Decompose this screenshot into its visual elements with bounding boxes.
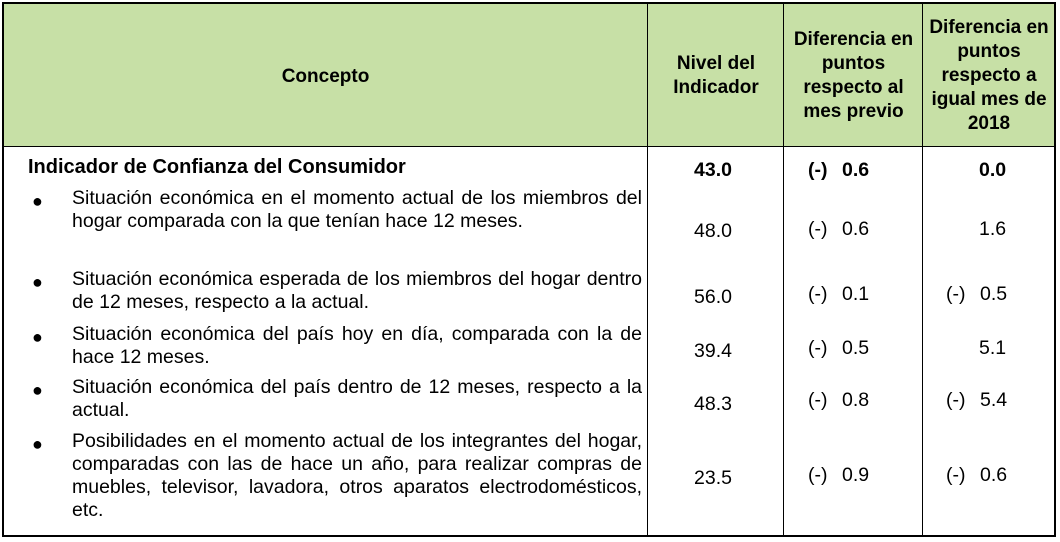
main-anual: 0.0	[979, 159, 1007, 181]
item-nivel: 48.0	[694, 220, 732, 242]
header-nivel: Nivel del Indicador	[673, 52, 759, 98]
header-dif-previo: Diferencia en puntos respecto al mes pre…	[793, 28, 914, 122]
main-indicator-label: Indicador de Confianza del Consumidor	[28, 156, 406, 178]
list-item: Situación económica del país hoy en día,…	[72, 323, 642, 368]
item-previo: (-) 0.5	[808, 337, 870, 359]
item-previo: (-) 0.6	[808, 218, 870, 240]
list-item: Situación económica esperada de los miem…	[72, 268, 642, 313]
item-previo: (-) 0.1	[808, 283, 870, 305]
header-concepto: Concepto	[281, 65, 370, 87]
item-anual: (-) 0.6	[946, 464, 1008, 486]
item-nivel: 39.4	[694, 340, 732, 362]
column-divider	[647, 4, 648, 535]
item-anual: (-) 0.5	[946, 283, 1008, 305]
list-item: Situación económica del país dentro de 1…	[72, 376, 642, 421]
table-header: Concepto Nivel del Indicador Diferencia …	[4, 4, 1054, 147]
item-nivel: 23.5	[694, 467, 732, 489]
item-anual: 5.1	[979, 337, 1007, 359]
header-dif-2018: Diferencia en puntos respecto a igual me…	[929, 16, 1049, 134]
list-item: Posibilidades en el momento actual de lo…	[72, 430, 642, 521]
main-previo: (-) 0.6	[808, 159, 870, 181]
negative-sign: (-)	[808, 159, 828, 181]
bullet-icon: ●	[32, 272, 43, 292]
bullet-icon: ●	[32, 434, 43, 454]
bullet-icon: ●	[32, 380, 43, 400]
item-anual: (-) 5.4	[946, 389, 1008, 411]
bullet-icon: ●	[32, 327, 43, 347]
column-divider	[783, 4, 784, 535]
main-nivel: 43.0	[694, 159, 732, 181]
column-divider	[922, 4, 923, 535]
item-nivel: 56.0	[694, 286, 732, 308]
bullet-icon: ●	[32, 191, 43, 211]
item-previo: (-) 0.8	[808, 389, 870, 411]
list-item: Situación económica en el momento actual…	[72, 187, 642, 232]
item-previo: (-) 0.9	[808, 464, 870, 486]
item-nivel: 48.3	[694, 393, 732, 415]
item-anual: 1.6	[979, 218, 1007, 240]
